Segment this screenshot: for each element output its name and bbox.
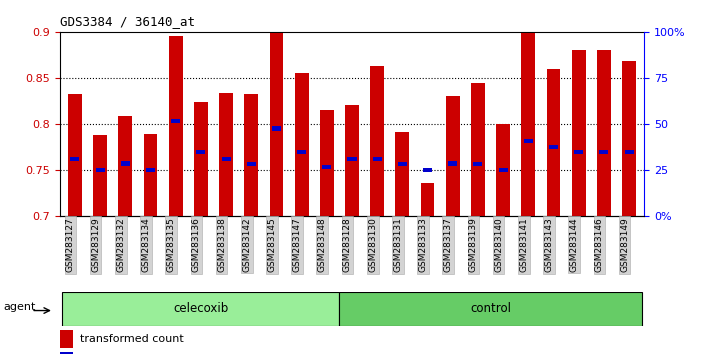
Text: GSM283133: GSM283133	[419, 217, 427, 272]
Bar	[219, 93, 233, 216]
Bar	[420, 183, 434, 216]
Text: GSM283145: GSM283145	[268, 217, 277, 272]
Bar	[297, 150, 306, 154]
Bar	[146, 168, 155, 172]
Bar	[370, 66, 384, 216]
Text: celecoxib: celecoxib	[173, 302, 229, 315]
Text: GSM283137: GSM283137	[444, 217, 453, 272]
Bar	[320, 110, 334, 216]
Text: GSM283142: GSM283142	[242, 217, 251, 272]
FancyBboxPatch shape	[63, 292, 339, 326]
Bar	[496, 124, 510, 216]
Bar	[222, 157, 231, 161]
Text: GSM283129: GSM283129	[91, 217, 100, 272]
Bar	[448, 161, 457, 166]
Bar	[270, 33, 284, 216]
Bar	[295, 73, 308, 216]
Bar	[60, 352, 73, 354]
Bar	[471, 84, 485, 216]
Text: GSM283131: GSM283131	[394, 217, 403, 272]
Bar	[473, 162, 482, 166]
Bar	[599, 150, 608, 154]
Bar	[171, 119, 180, 123]
Bar	[372, 157, 382, 161]
Bar	[93, 135, 107, 216]
Bar	[446, 96, 460, 216]
Text: GSM283128: GSM283128	[343, 217, 352, 272]
Bar	[522, 33, 535, 216]
Text: GSM283136: GSM283136	[192, 217, 201, 272]
Bar	[121, 161, 130, 166]
Bar	[322, 165, 332, 169]
Text: GSM283146: GSM283146	[595, 217, 604, 272]
Text: GSM283147: GSM283147	[293, 217, 301, 272]
Bar	[194, 102, 208, 216]
Text: GSM283139: GSM283139	[469, 217, 478, 272]
Text: GDS3384 / 36140_at: GDS3384 / 36140_at	[60, 15, 195, 28]
Bar	[574, 150, 583, 154]
Text: GSM283140: GSM283140	[494, 217, 503, 272]
Text: GSM283143: GSM283143	[544, 217, 553, 272]
Bar	[96, 168, 105, 172]
FancyBboxPatch shape	[339, 292, 641, 326]
Bar	[624, 150, 634, 154]
Bar	[546, 69, 560, 216]
Text: GSM283141: GSM283141	[520, 217, 528, 272]
Bar	[169, 35, 182, 216]
Bar	[572, 50, 586, 216]
Bar	[70, 157, 80, 161]
Bar	[244, 95, 258, 216]
Bar	[423, 168, 432, 172]
Bar	[60, 330, 73, 348]
Bar	[345, 104, 359, 216]
Bar	[68, 93, 82, 216]
Bar	[144, 134, 158, 216]
Bar	[118, 116, 132, 216]
Text: GSM283149: GSM283149	[620, 217, 629, 272]
Text: GSM283148: GSM283148	[318, 217, 327, 272]
Text: GSM283130: GSM283130	[368, 217, 377, 272]
Bar	[247, 162, 256, 166]
Bar	[348, 157, 356, 161]
Text: transformed count: transformed count	[80, 334, 184, 344]
Bar	[398, 162, 407, 166]
Bar	[396, 132, 409, 216]
Bar	[622, 61, 636, 216]
Text: agent: agent	[3, 302, 35, 312]
Text: GSM283144: GSM283144	[570, 217, 579, 272]
Text: control: control	[470, 302, 511, 315]
Text: GSM283135: GSM283135	[167, 217, 176, 272]
Text: GSM283127: GSM283127	[66, 217, 75, 272]
Bar	[549, 145, 558, 149]
Bar	[196, 150, 206, 154]
Text: GSM283134: GSM283134	[142, 217, 151, 272]
Bar	[524, 139, 533, 143]
Bar	[498, 168, 508, 172]
Text: GSM283132: GSM283132	[116, 217, 125, 272]
Text: GSM283138: GSM283138	[217, 217, 226, 272]
Bar	[272, 126, 281, 131]
Bar	[597, 50, 611, 216]
